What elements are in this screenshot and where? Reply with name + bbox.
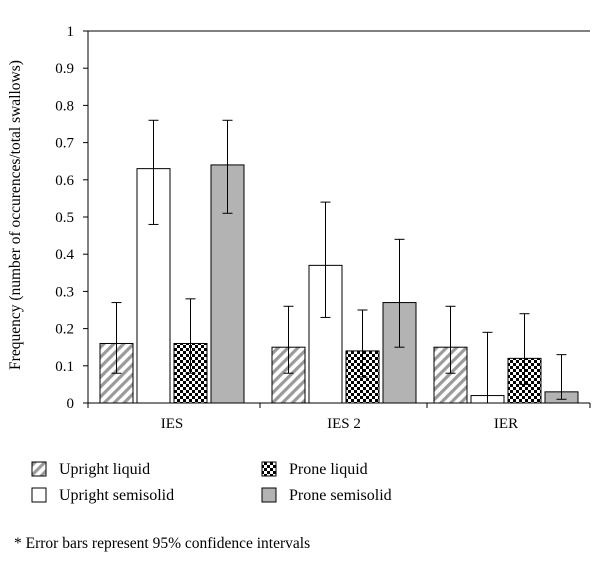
legend-item: Prone liquid (261, 461, 368, 478)
legend-item: Upright liquid (31, 461, 150, 478)
y-tick-label: 0 (67, 396, 75, 412)
y-tick-label: 0.5 (55, 210, 74, 226)
y-tick-label: 0.8 (55, 98, 74, 114)
legend-swatch (261, 461, 277, 477)
legend-swatch (261, 487, 277, 503)
legend-label: Prone semisolid (289, 487, 392, 504)
y-tick-label: 0.6 (55, 173, 74, 189)
footnote-group: * Error bars represent 95% confidence in… (14, 535, 310, 552)
x-tick-label: IER (494, 416, 518, 432)
x-tick-labels-group: IES IES 2 IER (161, 416, 518, 432)
legend-label: Upright liquid (59, 461, 150, 478)
legend-label: Prone liquid (289, 461, 368, 478)
legend-item: Prone semisolid (261, 487, 392, 504)
footnote: * Error bars represent 95% confidence in… (14, 535, 310, 552)
x-tick-label: IES (161, 416, 184, 432)
y-tick-label: 0.3 (55, 284, 74, 300)
y-tick-label: 0.7 (55, 136, 74, 152)
error-bars-group (111, 119, 567, 404)
legend-swatch (31, 487, 47, 503)
bars-group (99, 164, 579, 404)
legend-item: Upright semisolid (31, 487, 174, 504)
axes-group: 0 0.1 0.2 0.3 0.4 0.5 0.6 0.7 0.8 0.9 1 (55, 24, 591, 412)
legend-swatch (31, 461, 47, 477)
x-tick-label: IES 2 (327, 416, 361, 432)
y-tick-label: 0.4 (55, 247, 74, 263)
y-axis-title-group: Frequency (number of occurences/total sw… (7, 60, 24, 370)
y-tick-label: 1 (67, 24, 75, 40)
y-tick-label: 0.9 (55, 61, 74, 77)
y-axis-title: Frequency (number of occurences/total sw… (7, 60, 24, 370)
y-tick-label: 0.1 (55, 359, 74, 375)
y-tick-label: 0.2 (55, 322, 74, 338)
legend-label: Upright semisolid (59, 487, 174, 504)
legend: Upright liquid Prone liquid Upright semiso… (31, 461, 392, 504)
